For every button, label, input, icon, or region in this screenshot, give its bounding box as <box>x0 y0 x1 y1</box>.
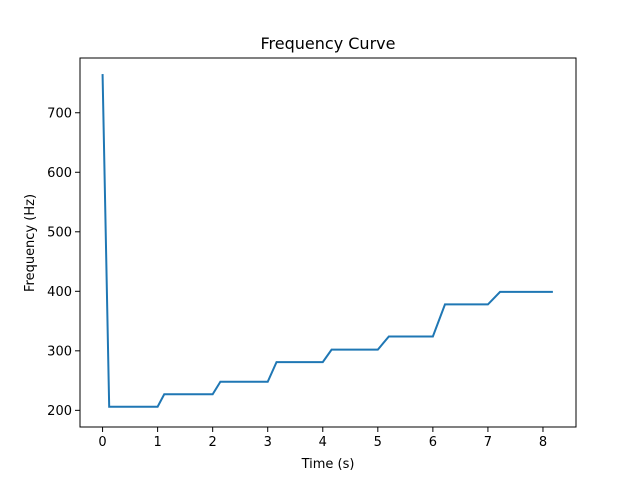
x-tick-label: 6 <box>429 435 437 450</box>
series-line-0 <box>101 74 553 408</box>
y-tick-label: 300 <box>47 344 72 359</box>
x-tick-label: 5 <box>374 435 382 450</box>
y-axis-ticks: 200 300 400 500 600 700 <box>47 106 80 419</box>
x-tick-label: 3 <box>264 435 272 450</box>
y-tick-label: 500 <box>47 225 72 240</box>
y-tick-label: 600 <box>47 166 72 181</box>
x-axis-label: Time (s) <box>301 457 355 472</box>
chart-title: Frequency Curve <box>261 34 396 53</box>
x-tick-label: 4 <box>319 435 327 450</box>
x-tick-label: 8 <box>539 435 547 450</box>
x-tick-label: 1 <box>153 435 161 450</box>
plot-area <box>101 74 553 408</box>
x-tick-label: 0 <box>98 435 106 450</box>
plot-frame <box>79 57 577 428</box>
y-tick-label: 700 <box>47 106 72 121</box>
x-tick-label: 2 <box>209 435 217 450</box>
y-tick-label: 400 <box>47 285 72 300</box>
y-tick-label: 200 <box>47 404 72 419</box>
y-axis-label: Frequency (Hz) <box>23 194 38 292</box>
x-tick-label: 7 <box>484 435 492 450</box>
x-axis-ticks: 0 1 2 3 4 5 6 7 8 <box>98 427 547 450</box>
